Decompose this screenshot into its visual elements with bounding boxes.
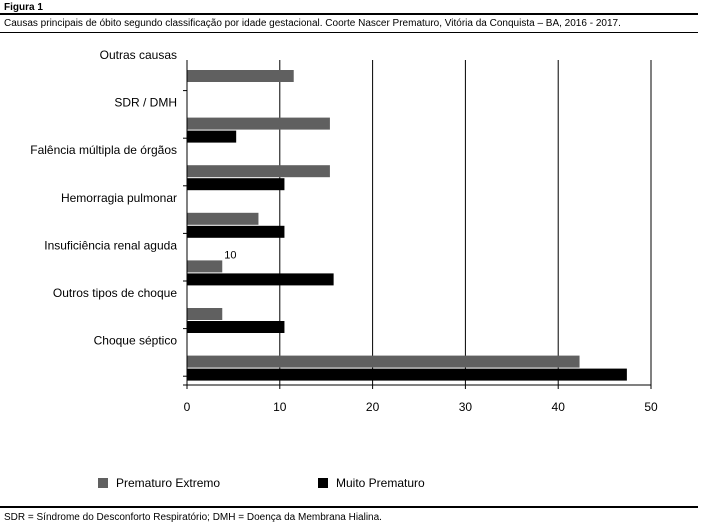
legend-label-prematuro-extremo: Prematuro Extremo (116, 476, 221, 490)
x-tick-label: 20 (366, 400, 380, 414)
bar-muito-prematuro (187, 368, 627, 381)
category-label: Hemorragia pulmonar (61, 191, 177, 205)
bar-muito-prematuro (187, 321, 285, 333)
legend-label-muito-prematuro: Muito Prematuro (336, 476, 425, 490)
figure-caption: Causas principais de óbito segundo class… (4, 18, 621, 29)
category-label: Falência múltipla de órgãos (30, 143, 177, 157)
figure-label: Figura 1 (4, 2, 43, 13)
bar-muito-prematuro (187, 178, 285, 191)
legend-swatch-muito-prematuro (318, 478, 328, 488)
bar-prematuro-extremo (187, 165, 330, 178)
bar-muito-prematuro (187, 130, 237, 143)
bar-prematuro-extremo (187, 355, 580, 368)
bar-muito-prematuro (187, 225, 285, 238)
top-rule (0, 13, 698, 15)
data-annotation: 10 (224, 249, 236, 261)
x-tick-label: 10 (273, 400, 287, 414)
legend-swatch-prematuro-extremo (98, 478, 108, 488)
footnote: SDR = Síndrome do Desconforto Respiratór… (4, 512, 382, 523)
category-label: Choque séptico (94, 334, 178, 348)
bar-prematuro-extremo (187, 308, 223, 320)
bar-prematuro-extremo (187, 260, 223, 273)
x-tick-label: 30 (459, 400, 473, 414)
x-tick-label: 40 (552, 400, 566, 414)
caption-rule (0, 32, 698, 33)
x-tick-label: 0 (184, 400, 191, 414)
bottom-rule (0, 506, 698, 508)
category-label: SDR / DMH (114, 96, 177, 110)
legend-item-muito-prematuro: Muito Prematuro (318, 476, 425, 490)
bar-muito-prematuro (187, 273, 334, 286)
bar-prematuro-extremo (187, 212, 259, 225)
x-tick-label: 50 (644, 400, 658, 414)
category-label: Outros tipos de choque (53, 286, 177, 300)
category-label: Outras causas (100, 48, 177, 62)
legend-item-prematuro-extremo: Prematuro Extremo (98, 476, 220, 490)
category-label: Insuficiência renal aguda (44, 238, 177, 252)
bar-prematuro-extremo (187, 70, 294, 82)
bar-prematuro-extremo (187, 117, 330, 130)
